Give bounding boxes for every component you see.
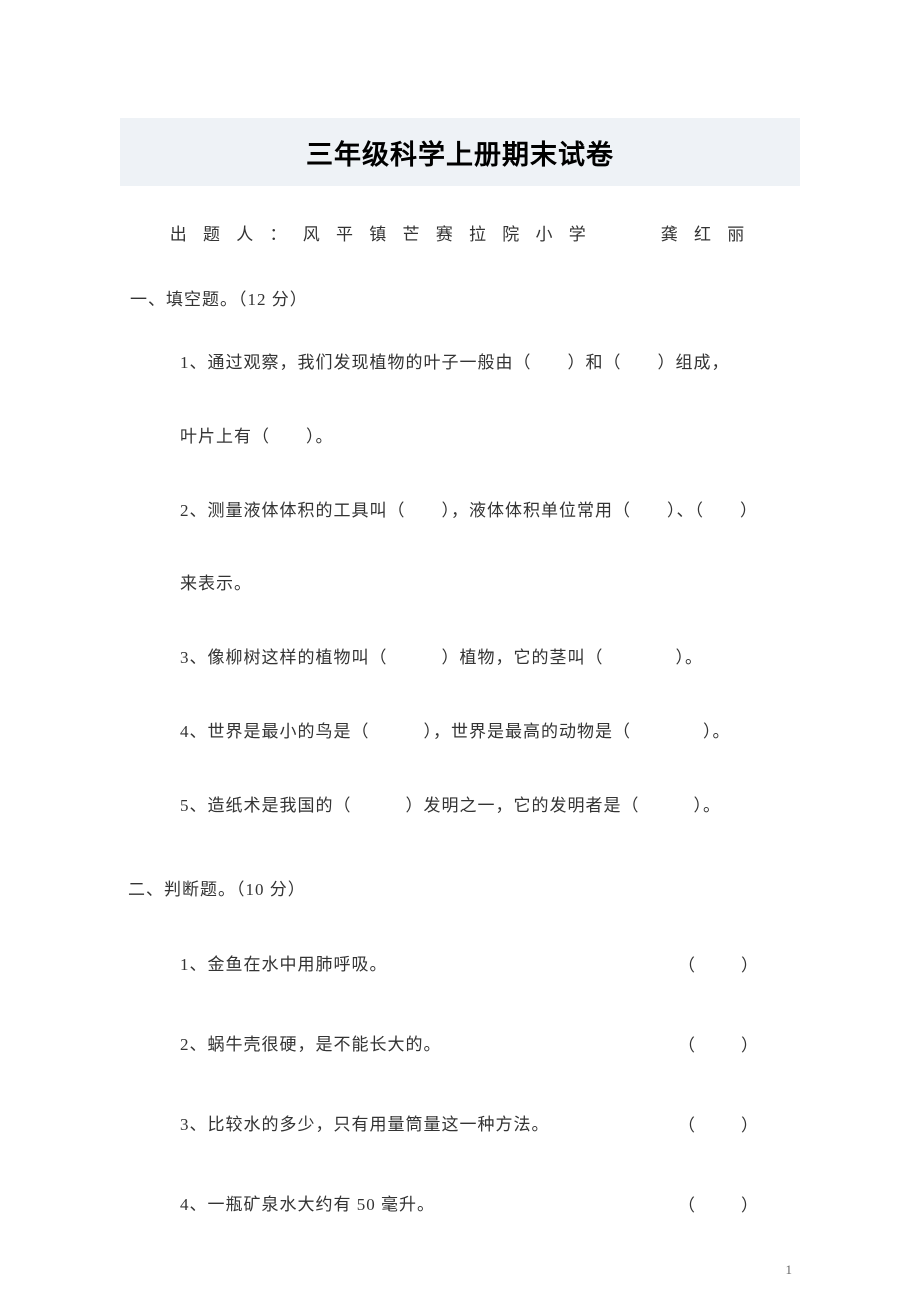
judge-q4-bracket: （ ） bbox=[678, 1191, 762, 1216]
judge-q2: 2、蜗牛壳很硬，是不能长大的。 bbox=[180, 1031, 442, 1058]
section-1-header: 一、填空题。（12 分） bbox=[130, 285, 308, 310]
exam-title: 三年级科学上册期末试卷 bbox=[306, 133, 614, 172]
fillblank-q3-line1: 3、像柳树这样的植物叫（ ）植物，它的茎叫（ ）。 bbox=[180, 644, 703, 671]
fillblank-q2-line2: 来表示。 bbox=[180, 570, 252, 597]
judge-q1: 1、金鱼在水中用肺呼吸。 bbox=[180, 951, 388, 978]
author-line: 出 题 人 ： 风 平 镇 芒 赛 拉 院 小 学 龚 红 丽 bbox=[0, 220, 920, 245]
fillblank-q2-line1: 2、测量液体体积的工具叫（ ），液体体积单位常用（ ）、（ ） bbox=[180, 497, 758, 524]
judge-q3: 3、比较水的多少，只有用量筒量这一种方法。 bbox=[180, 1111, 550, 1138]
section-2-header: 二、判断题。（10 分） bbox=[128, 875, 306, 900]
judge-q4: 4、一瓶矿泉水大约有 50 毫升。 bbox=[180, 1191, 435, 1218]
judge-q3-bracket: （ ） bbox=[678, 1111, 762, 1136]
fillblank-q5-line1: 5、造纸术是我国的（ ）发明之一，它的发明者是（ ）。 bbox=[180, 792, 721, 819]
page-number: 1 bbox=[786, 1262, 793, 1278]
judge-q1-bracket: （ ） bbox=[678, 951, 762, 976]
judge-q2-bracket: （ ） bbox=[678, 1031, 762, 1056]
fillblank-q1-line1: 1、通过观察，我们发现植物的叶子一般由（ ）和（ ）组成， bbox=[180, 349, 730, 376]
title-banner: 三年级科学上册期末试卷 bbox=[120, 118, 800, 186]
fillblank-q1-line2: 叶片上有（ ）。 bbox=[180, 423, 334, 450]
fillblank-q4-line1: 4、世界是最小的鸟是（ ），世界是最高的动物是（ ）。 bbox=[180, 718, 731, 745]
